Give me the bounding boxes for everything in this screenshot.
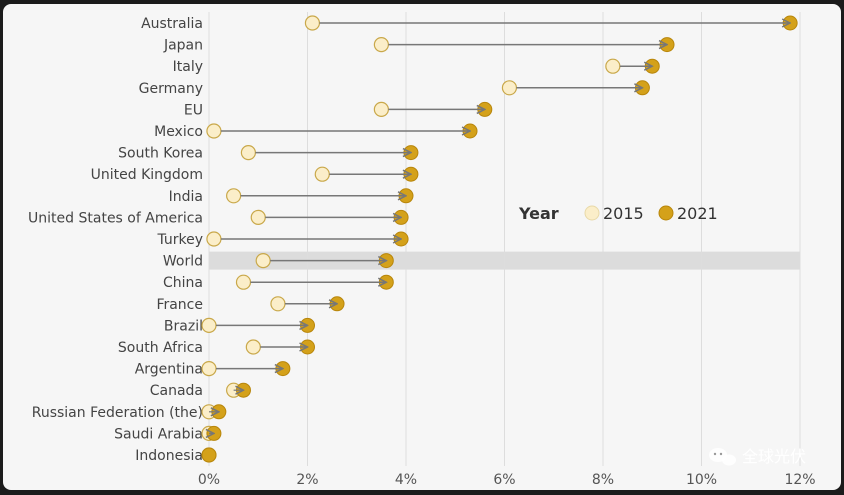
point-2015 bbox=[255, 253, 271, 269]
row-indonesia bbox=[201, 447, 217, 463]
legend-label-2015: 2015 bbox=[603, 204, 644, 223]
row-australia bbox=[304, 15, 798, 31]
point-2015 bbox=[206, 123, 222, 139]
category-label-eu: EU bbox=[184, 102, 203, 118]
watermark: 全球光伏 bbox=[709, 447, 806, 466]
category-label-united-states-of-america: United States of America bbox=[28, 210, 203, 226]
category-label-world: World bbox=[163, 254, 203, 270]
x-tick-label: 6% bbox=[493, 472, 515, 488]
category-label-russian-federation-the: Russian Federation (the) bbox=[32, 405, 203, 421]
row-italy bbox=[605, 58, 660, 74]
x-tick-label: 4% bbox=[395, 472, 417, 488]
category-label-japan: Japan bbox=[163, 38, 203, 54]
row-argentina bbox=[201, 361, 291, 377]
point-2015 bbox=[373, 36, 389, 53]
point-2015 bbox=[226, 188, 242, 204]
point-2015 bbox=[304, 15, 321, 31]
category-label-germany: Germany bbox=[139, 81, 203, 97]
row-eu bbox=[373, 101, 493, 118]
row-russian-federation-the bbox=[201, 404, 227, 420]
point-2015 bbox=[373, 101, 389, 118]
category-label-south-africa: South Africa bbox=[118, 340, 203, 356]
point-2015 bbox=[314, 166, 330, 182]
legend-swatch-2021 bbox=[658, 205, 674, 221]
point-2015 bbox=[201, 361, 217, 377]
x-tick-label: 12% bbox=[784, 472, 815, 488]
category-label-mexico: Mexico bbox=[154, 124, 203, 140]
point-2015 bbox=[235, 274, 252, 290]
chart-frame: Australia Japan Italy Germany EU Mexico South … bbox=[3, 4, 841, 490]
legend: Year 2015 2021 bbox=[518, 204, 718, 223]
row-india bbox=[226, 188, 414, 204]
watermark-text: 全球光伏 bbox=[742, 447, 806, 466]
category-label-canada: Canada bbox=[150, 383, 203, 399]
category-label-argentina: Argentina bbox=[135, 362, 203, 378]
row-united-states-of-america bbox=[250, 209, 409, 225]
row-saudi-arabia bbox=[201, 425, 222, 441]
row-turkey bbox=[206, 231, 409, 247]
row-france bbox=[270, 296, 345, 312]
category-label-brazil: Brazil bbox=[164, 318, 203, 334]
category-label-saudi-arabia: Saudi Arabia bbox=[114, 426, 203, 442]
category-label-india: India bbox=[169, 189, 203, 205]
row-united-kingdom bbox=[314, 166, 419, 182]
x-tick-label: 8% bbox=[592, 472, 614, 488]
row-japan bbox=[373, 36, 675, 53]
legend-swatch-2015 bbox=[584, 205, 600, 221]
category-label-china: China bbox=[163, 275, 203, 291]
category-label-united-kingdom: United Kingdom bbox=[91, 167, 203, 183]
point-2015 bbox=[245, 339, 261, 355]
legend-label-2021: 2021 bbox=[677, 204, 718, 223]
legend-title: Year bbox=[518, 204, 559, 223]
point-2015 bbox=[605, 58, 621, 74]
x-tick-label: 10% bbox=[686, 472, 717, 488]
category-label-indonesia: Indonesia bbox=[135, 448, 203, 464]
row-mexico bbox=[206, 123, 478, 139]
point-2015 bbox=[201, 317, 217, 333]
x-tick-label: 2% bbox=[296, 472, 318, 488]
category-label-turkey: Turkey bbox=[156, 232, 203, 248]
row-world bbox=[255, 253, 394, 269]
row-germany bbox=[501, 80, 650, 96]
point-2015 bbox=[270, 296, 286, 312]
row-south-africa bbox=[245, 339, 315, 355]
point-2015 bbox=[250, 209, 266, 225]
point-2015 bbox=[240, 145, 256, 161]
point-2015 bbox=[206, 231, 222, 247]
category-label-france: France bbox=[156, 297, 203, 313]
point-2021 bbox=[201, 447, 217, 463]
category-label-italy: Italy bbox=[173, 59, 203, 75]
row-canada bbox=[226, 382, 251, 398]
point-2015 bbox=[501, 80, 518, 96]
category-label-south-korea: South Korea bbox=[118, 146, 203, 162]
category-label-australia: Australia bbox=[141, 16, 203, 32]
row-south-korea bbox=[240, 145, 419, 161]
dumbbell-chart: Australia Japan Italy Germany EU Mexico South … bbox=[28, 12, 816, 488]
wechat-icon bbox=[709, 448, 736, 466]
x-tick-label: 0% bbox=[198, 472, 220, 488]
row-china bbox=[235, 274, 394, 290]
row-brazil bbox=[201, 317, 315, 333]
